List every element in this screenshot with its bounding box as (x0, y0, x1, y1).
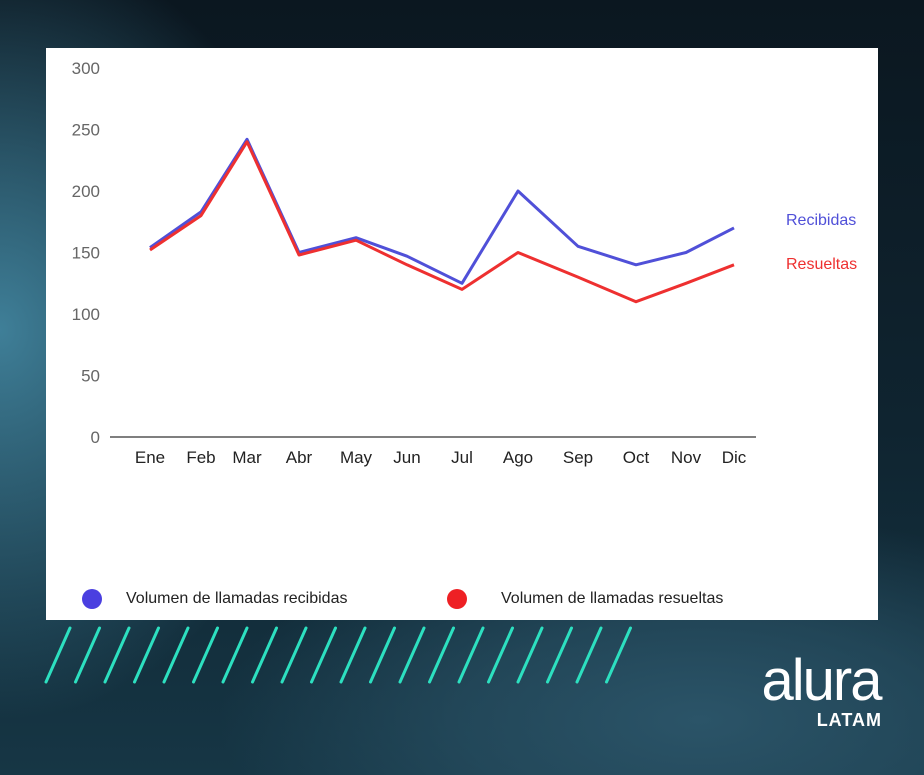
x-tick-label: Ene (135, 448, 165, 467)
stripe-line (605, 626, 632, 684)
stripe-line (457, 626, 485, 684)
x-tick-label: Nov (671, 448, 702, 467)
series-label-recibidas: Recibidas (786, 212, 856, 229)
stripe-line (221, 626, 249, 684)
y-tick-label: 50 (81, 367, 100, 386)
x-tick-label: Feb (186, 448, 215, 467)
stripe-line (103, 626, 131, 684)
stripe-line (162, 626, 190, 684)
x-tick-label: Sep (563, 448, 593, 467)
stripe-line (192, 626, 219, 684)
stripe-line (398, 626, 426, 684)
series-end-labels: Recibidas Resueltas (786, 212, 857, 273)
series-line-resueltas (149, 140, 735, 304)
x-axis-labels: Ene Feb Mar Abr May Jun Jul Ago Sep Oct Nov Dic (135, 448, 747, 467)
stripe-line (369, 626, 396, 684)
series-lines (149, 137, 735, 304)
x-tick-label: Jul (451, 448, 473, 467)
alura-latam-logo: alura LATAM (756, 652, 886, 742)
legend-label-resueltas: Volumen de llamadas resueltas (501, 590, 723, 607)
logo-word: alura (761, 648, 883, 713)
legend: Volumen de llamadas recibidas Volumen de… (82, 589, 723, 609)
x-tick-label: Mar (232, 448, 262, 467)
stripe-line (280, 626, 308, 684)
legend-dot-recibidas (82, 589, 102, 609)
stripe-line (487, 626, 514, 684)
stripe-line (516, 626, 544, 684)
series-line-recibidas (149, 137, 735, 285)
stripe-line (74, 626, 101, 684)
y-tick-label: 0 (91, 428, 100, 447)
legend-dot-resueltas (447, 589, 467, 609)
stripe-line (575, 626, 603, 684)
y-tick-label: 200 (72, 182, 100, 201)
decorative-stripes (44, 626, 632, 684)
series-label-resueltas: Resueltas (786, 256, 857, 273)
y-axis-ticks: 300 250 200 150 100 50 0 (72, 59, 100, 447)
stripe-line (44, 626, 72, 684)
stripe-line (339, 626, 367, 684)
y-tick-label: 150 (72, 244, 100, 263)
stripe-line (546, 626, 573, 684)
stripe-line (310, 626, 337, 684)
logo-subtitle: LATAM (816, 710, 882, 730)
stripe-line (133, 626, 160, 684)
x-tick-label: Jun (393, 448, 420, 467)
legend-label-recibidas: Volumen de llamadas recibidas (126, 590, 347, 607)
y-tick-label: 300 (72, 59, 100, 78)
line-chart: 300 250 200 150 100 50 0 Ene Feb Mar Abr May Jun Jul… (72, 59, 857, 609)
chart-card: 300 250 200 150 100 50 0 Ene Feb Mar Abr May Jun Jul… (46, 48, 878, 620)
x-tick-label: May (340, 448, 373, 467)
x-tick-label: Dic (722, 448, 747, 467)
y-tick-label: 100 (72, 305, 100, 324)
y-tick-label: 250 (72, 121, 100, 140)
x-tick-label: Abr (286, 448, 313, 467)
x-tick-label: Oct (623, 448, 650, 467)
x-tick-label: Ago (503, 448, 533, 467)
stripe-line (251, 626, 278, 684)
stripe-line (428, 626, 455, 684)
